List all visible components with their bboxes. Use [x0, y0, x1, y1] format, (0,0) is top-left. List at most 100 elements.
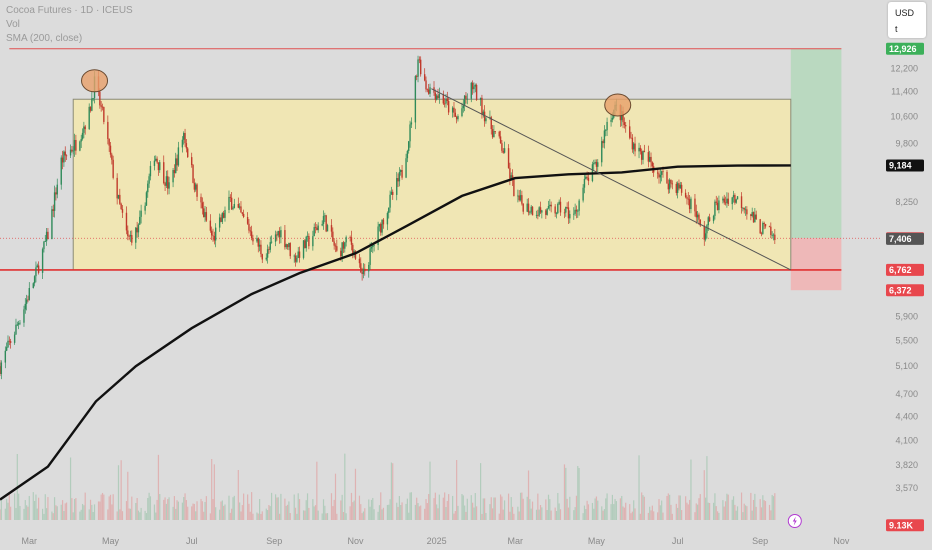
candle[interactable] [577, 209, 579, 218]
candle[interactable] [511, 169, 514, 186]
candle[interactable] [473, 82, 475, 94]
candle[interactable] [498, 130, 500, 139]
candle[interactable] [461, 102, 463, 118]
candle[interactable] [83, 121, 85, 139]
candle[interactable] [360, 257, 362, 274]
candle[interactable] [32, 282, 34, 289]
candle[interactable] [332, 227, 334, 242]
candle[interactable] [501, 139, 503, 153]
candle[interactable] [129, 230, 132, 242]
price-tag[interactable]: 6,372 [886, 284, 924, 297]
candle[interactable] [559, 197, 562, 216]
candle[interactable] [117, 194, 120, 200]
candle[interactable] [261, 253, 263, 264]
candle[interactable] [723, 194, 725, 205]
candle[interactable] [229, 194, 232, 203]
price-tag[interactable]: 9,184 [886, 159, 924, 172]
candle[interactable] [149, 161, 152, 181]
candle[interactable] [289, 242, 291, 259]
candle[interactable] [35, 261, 37, 283]
candle[interactable] [434, 89, 437, 103]
top-marker[interactable] [81, 69, 109, 93]
candle[interactable] [111, 152, 113, 165]
candle[interactable] [75, 134, 77, 155]
candle[interactable] [397, 173, 399, 188]
candle[interactable] [666, 169, 668, 184]
candle[interactable] [354, 250, 357, 260]
candle[interactable] [555, 211, 558, 219]
candle[interactable] [252, 234, 254, 245]
candle[interactable] [165, 170, 168, 189]
candle[interactable] [64, 146, 66, 162]
candle[interactable] [344, 241, 346, 253]
candle[interactable] [427, 83, 430, 95]
candle[interactable] [569, 210, 571, 224]
candle[interactable] [80, 134, 82, 148]
candle[interactable] [563, 208, 566, 219]
candle[interactable] [325, 214, 327, 233]
candle[interactable] [606, 117, 608, 137]
candle[interactable] [400, 169, 402, 176]
candle[interactable] [183, 131, 185, 145]
candle[interactable] [99, 88, 101, 109]
candle[interactable] [381, 219, 383, 236]
candle[interactable] [135, 226, 137, 250]
candle[interactable] [172, 168, 174, 188]
candle[interactable] [109, 142, 112, 158]
candle[interactable] [446, 91, 449, 106]
candle[interactable] [518, 190, 520, 202]
candle[interactable] [703, 220, 705, 246]
candle[interactable] [277, 230, 279, 238]
candle[interactable] [684, 189, 687, 199]
candle[interactable] [187, 146, 189, 158]
candle[interactable] [304, 238, 306, 249]
candle[interactable] [55, 187, 57, 201]
candle[interactable] [43, 240, 45, 253]
candle[interactable] [763, 221, 765, 230]
candle[interactable] [712, 214, 715, 224]
candle[interactable] [222, 210, 225, 219]
candle[interactable] [233, 198, 236, 209]
candle[interactable] [330, 219, 333, 238]
candle[interactable] [284, 224, 286, 250]
candle[interactable] [13, 331, 16, 345]
candle[interactable] [156, 156, 158, 164]
candle[interactable] [706, 224, 708, 239]
candle[interactable] [687, 192, 689, 206]
candle[interactable] [639, 145, 642, 155]
candle[interactable] [750, 213, 752, 221]
candle[interactable] [15, 318, 17, 335]
candle[interactable] [759, 218, 761, 234]
candle[interactable] [168, 176, 170, 195]
candle[interactable] [369, 242, 371, 271]
candle[interactable] [308, 233, 310, 250]
price-tag[interactable]: 9.13K [886, 519, 924, 532]
candle[interactable] [270, 235, 273, 244]
candle[interactable] [417, 55, 419, 83]
candle[interactable] [302, 239, 305, 260]
candle[interactable] [485, 116, 487, 124]
candle[interactable] [762, 221, 764, 235]
candle[interactable] [147, 180, 149, 198]
candle[interactable] [752, 211, 755, 223]
candle[interactable] [567, 201, 570, 224]
candle[interactable] [209, 214, 212, 233]
candle[interactable] [173, 164, 176, 178]
candle[interactable] [414, 75, 417, 130]
candle[interactable] [670, 179, 672, 188]
candle[interactable] [119, 188, 121, 205]
top-marker[interactable] [604, 93, 632, 117]
candle[interactable] [27, 295, 29, 303]
candle[interactable] [453, 102, 455, 118]
candle[interactable] [724, 196, 727, 206]
candle[interactable] [526, 198, 528, 213]
candle[interactable] [92, 98, 94, 102]
candle[interactable] [241, 211, 243, 216]
candle[interactable] [726, 192, 728, 208]
candle[interactable] [698, 212, 700, 225]
candle[interactable] [195, 182, 197, 192]
candle[interactable] [557, 202, 559, 215]
candle[interactable] [196, 183, 198, 202]
candle[interactable] [503, 141, 506, 154]
candle[interactable] [334, 243, 337, 253]
